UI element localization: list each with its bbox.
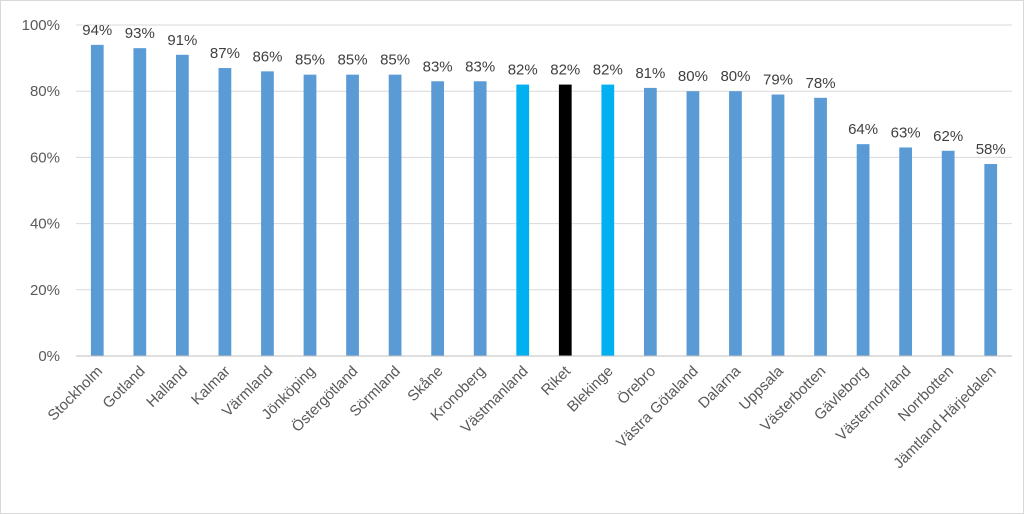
bar [516, 84, 530, 356]
data-label: 85% [295, 52, 325, 69]
data-label: 91% [167, 32, 197, 49]
data-label: 83% [465, 58, 495, 75]
bar [941, 150, 955, 356]
y-tick-label: 20% [30, 282, 60, 299]
bar [729, 91, 742, 356]
bar [643, 87, 657, 356]
bar [771, 94, 785, 356]
y-tick-label: 0% [38, 348, 60, 365]
bar [388, 74, 402, 357]
y-tick-label: 100% [22, 17, 60, 34]
data-label: 82% [593, 62, 623, 79]
bar [984, 164, 998, 356]
data-label: 79% [763, 72, 793, 89]
bar [261, 71, 274, 356]
bars [90, 44, 998, 357]
data-label: 58% [976, 141, 1006, 158]
data-label: 63% [891, 124, 921, 141]
bar [175, 54, 189, 356]
data-label: 64% [848, 121, 878, 138]
data-label: 85% [380, 52, 410, 69]
y-axis: 0% 20% 40% 60% 80% 100% [22, 17, 60, 365]
y-tick-label: 40% [30, 216, 60, 233]
data-label: 82% [508, 62, 538, 79]
data-label: 80% [720, 68, 750, 85]
bar [558, 84, 572, 356]
bar [856, 144, 870, 356]
bar [814, 97, 827, 356]
bar [133, 48, 147, 357]
data-label: 82% [550, 62, 580, 79]
data-label: 62% [933, 128, 963, 145]
bar [346, 74, 359, 357]
data-label: 78% [806, 75, 836, 92]
data-label: 80% [678, 68, 708, 85]
data-label: 81% [635, 65, 665, 82]
bar [431, 81, 445, 357]
bar [686, 91, 700, 356]
data-label: 83% [423, 58, 453, 75]
bar [218, 68, 232, 356]
data-label: 85% [338, 52, 368, 69]
data-label: 86% [252, 48, 282, 65]
data-labels: 94% 93% 91% 87% 86% 85% 85% 85% 83% 83% 82% 82% 82% 8… [82, 22, 1005, 158]
bar [303, 74, 317, 357]
data-label: 87% [210, 45, 240, 62]
data-label: 93% [125, 25, 155, 42]
bar [90, 44, 104, 357]
bar [601, 84, 615, 356]
y-tick-label: 60% [30, 149, 60, 166]
y-tick-label: 80% [30, 83, 60, 100]
bar [473, 81, 487, 357]
bar [899, 147, 913, 356]
data-label: 94% [82, 22, 112, 39]
